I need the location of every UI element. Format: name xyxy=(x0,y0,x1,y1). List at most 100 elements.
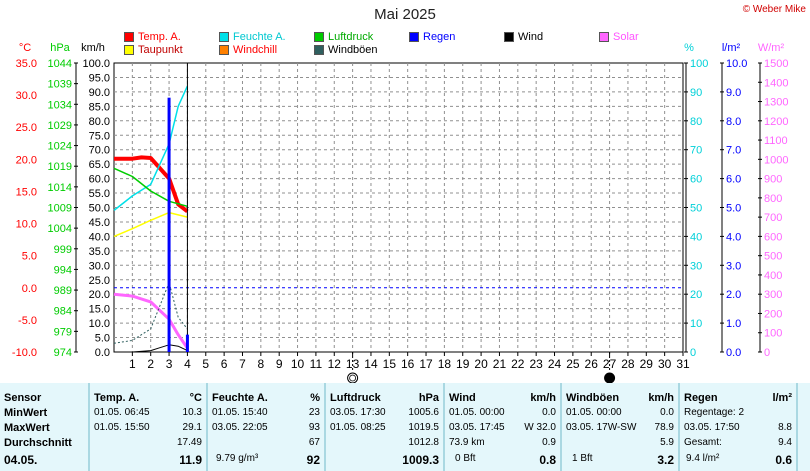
series-pressure xyxy=(113,167,188,208)
series-wind xyxy=(114,344,188,353)
temp-min-time: 06:45 xyxy=(124,407,150,418)
temp-axis-tick: -10.0 xyxy=(12,347,37,359)
gust-avg: 5.9 xyxy=(660,437,674,448)
col-rain: Regen l/m² Regentage: 2 03.05. 17:50 8.8 G… xyxy=(680,383,796,471)
wind-bft: 0 Bft xyxy=(455,453,476,464)
humidity-axis-tick: 0 xyxy=(690,347,696,359)
rain-axis-tick: 3.0 xyxy=(726,260,741,272)
humidity-unit: % xyxy=(310,392,320,404)
x-tick-label: 20 xyxy=(474,357,488,371)
humidity-axis-tick: 80 xyxy=(690,116,702,128)
wind-current: 0.8 xyxy=(539,453,556,467)
temp-axis-tick: 5.0 xyxy=(22,251,37,263)
weather-chart: 35.030.025.020.015.010.05.00.0-5.0-10.0°… xyxy=(12,42,789,383)
solar-axis-tick: 100 xyxy=(764,328,782,340)
wind-header: Wind xyxy=(449,392,476,404)
x-tick-label: 2 xyxy=(147,357,154,371)
wind-axis-tick: 80.0 xyxy=(89,116,110,128)
gust-min-value: 0.0 xyxy=(660,407,674,418)
gust-max-value: 78.9 xyxy=(654,422,674,433)
rain-axis-tick: 7.0 xyxy=(726,145,741,157)
pressure-axis-tick: 1039 xyxy=(48,79,72,91)
wind-axis-tick: 50.0 xyxy=(89,203,110,215)
pressure-axis-tick: 984 xyxy=(54,306,72,318)
chart-axes: 35.030.025.020.015.010.05.00.0-5.0-10.0°… xyxy=(12,42,789,371)
solar-axis-unit: W/m² xyxy=(758,42,785,54)
temp-current: 11.9 xyxy=(179,453,202,467)
pressure-axis-tick: 1019 xyxy=(48,161,72,173)
sensor-header: Sensor xyxy=(4,392,42,404)
humidity-min-value: 23 xyxy=(308,407,320,418)
rain-max-date: 03.05. xyxy=(684,422,712,433)
rain-axis-tick: 4.0 xyxy=(726,231,741,243)
legend-windchill: Windchill xyxy=(219,44,277,56)
solar-axis-tick: 900 xyxy=(764,174,782,186)
legend-dewpoint: Taupunkt xyxy=(124,44,183,56)
series-humidity xyxy=(113,85,189,211)
temp-avg: 17.49 xyxy=(176,437,202,448)
pressure-max-time: 08:25 xyxy=(360,422,386,433)
legend-swatch xyxy=(504,32,514,42)
x-tick-label: 17 xyxy=(419,357,433,371)
x-tick-label: 19 xyxy=(456,357,470,371)
wind-axis-tick: 30.0 xyxy=(89,260,110,272)
temp-axis-tick: 20.0 xyxy=(16,154,37,166)
humidity-axis-unit: % xyxy=(684,42,694,54)
series-solar xyxy=(113,292,189,349)
solar-axis-tick: 1500 xyxy=(764,58,788,70)
wind-unit: km/h xyxy=(530,392,556,404)
gust-max-dir: 17W-SW xyxy=(596,422,637,433)
x-tick-label: 22 xyxy=(511,357,525,371)
humidity-axis-tick: 20 xyxy=(690,289,702,301)
rain-axis-tick: 5.0 xyxy=(726,203,741,215)
wind-axis-tick: 45.0 xyxy=(89,217,110,229)
temp-max-value: 29.1 xyxy=(182,422,202,433)
gust-min-time: 00:00 xyxy=(596,407,622,418)
wind-axis-tick: 0.0 xyxy=(95,347,110,359)
temp-axis-unit: °C xyxy=(19,42,31,54)
humidity-axis-tick: 90 xyxy=(690,87,702,99)
solar-axis-tick: 200 xyxy=(764,308,782,320)
legend-label: Windchill xyxy=(233,44,278,56)
x-tick-label: 4 xyxy=(184,357,191,371)
rain-total: 9.4 xyxy=(778,437,792,448)
wind-avg: 0.9 xyxy=(542,437,556,448)
solar-axis-tick: 600 xyxy=(764,231,782,243)
rain-axis-tick: 2.0 xyxy=(726,289,741,301)
wind-axis-unit: km/h xyxy=(81,42,105,54)
wind-axis-tick: 20.0 xyxy=(89,289,110,301)
row-label-max: MaxWert xyxy=(4,422,50,434)
stats-table: Sensor MinWert MaxWert Durchschnitt 04.0… xyxy=(0,383,810,471)
legend-swatch xyxy=(219,32,229,42)
wind-max-value: 32.0 xyxy=(536,422,556,433)
legend-label: Solar xyxy=(613,31,639,43)
wind-axis-tick: 70.0 xyxy=(89,145,110,157)
wind-axis-tick: 60.0 xyxy=(89,174,110,186)
x-tick-label: 14 xyxy=(364,357,378,371)
humidity-min-date: 01.05. xyxy=(212,407,240,418)
pressure-axis-tick: 1024 xyxy=(48,141,72,153)
chart-series xyxy=(113,85,189,353)
legend-pressure: Luftdruck xyxy=(314,31,373,43)
rain-max-value: 8.8 xyxy=(778,422,792,433)
rain-bar xyxy=(185,334,189,352)
gust-current: 3.2 xyxy=(657,453,674,467)
col-temp: Temp. A. °C 01.05. 06:45 10.3 01.05. 15:50… xyxy=(90,383,206,471)
gust-max-date: 03.05. xyxy=(566,422,594,433)
temp-axis-tick: 0.0 xyxy=(22,283,37,295)
pressure-axis-tick: 1044 xyxy=(48,58,72,70)
legend-gust: Windböen xyxy=(314,44,378,56)
wind-axis-tick: 35.0 xyxy=(89,246,110,258)
temp-axis-tick: 15.0 xyxy=(16,186,37,198)
rain-axis-tick: 1.0 xyxy=(726,318,741,330)
pressure-max-value: 1019.5 xyxy=(408,422,439,433)
wind-max-date: 03.05. xyxy=(449,422,477,433)
x-tick-label: 29 xyxy=(640,357,654,371)
humidity-header: Feuchte A. xyxy=(212,392,268,404)
x-tick-label: 1 xyxy=(129,357,136,371)
x-tick-label: 11 xyxy=(310,357,323,371)
solar-axis-tick: 1000 xyxy=(764,154,788,166)
pressure-axis-tick: 999 xyxy=(54,244,72,256)
wind-max-time: 17:45 xyxy=(479,422,505,433)
solar-axis-tick: 800 xyxy=(764,193,782,205)
